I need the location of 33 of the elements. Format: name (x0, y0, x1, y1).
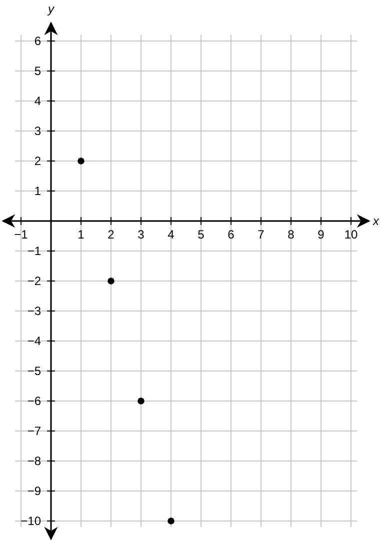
x-tick-label: 10 (344, 228, 358, 242)
y-tick-label: 2 (34, 154, 42, 168)
y-tick-label: −8 (27, 454, 42, 468)
x-tick-label: 7 (258, 228, 265, 242)
point (138, 398, 144, 404)
x-axis-title: x (372, 214, 380, 228)
x-tick-label: 9 (318, 228, 325, 242)
x-tick-label: 6 (228, 228, 235, 242)
x-tick-label: 5 (198, 228, 205, 242)
point (78, 158, 84, 164)
x-tick-label: 1 (78, 228, 85, 242)
point (168, 518, 174, 524)
x-tick-label: 4 (168, 228, 175, 242)
y-tick-label: −9 (27, 484, 42, 498)
y-tick-label: −4 (27, 334, 42, 348)
y-tick-label: −1 (27, 244, 42, 258)
x-tick-label: 8 (288, 228, 295, 242)
x-tick-label: −1 (14, 228, 28, 242)
y-tick-label: 3 (34, 124, 42, 138)
y-tick-label: −2 (27, 274, 42, 288)
y-tick-label: 4 (34, 94, 42, 108)
y-tick-label: −5 (27, 364, 42, 378)
y-tick-label: −3 (27, 304, 42, 318)
y-tick-label: 5 (34, 64, 42, 78)
y-tick-label: −7 (27, 424, 42, 438)
y-tick-label: −6 (27, 394, 42, 408)
y-tick-label: −10 (20, 514, 42, 528)
x-tick-label: 2 (108, 228, 115, 242)
y-tick-label: 6 (34, 34, 42, 48)
y-tick-label: 1 (34, 184, 42, 198)
y-axis-title: y (47, 2, 55, 16)
point (108, 278, 114, 284)
x-tick-label: 3 (138, 228, 145, 242)
